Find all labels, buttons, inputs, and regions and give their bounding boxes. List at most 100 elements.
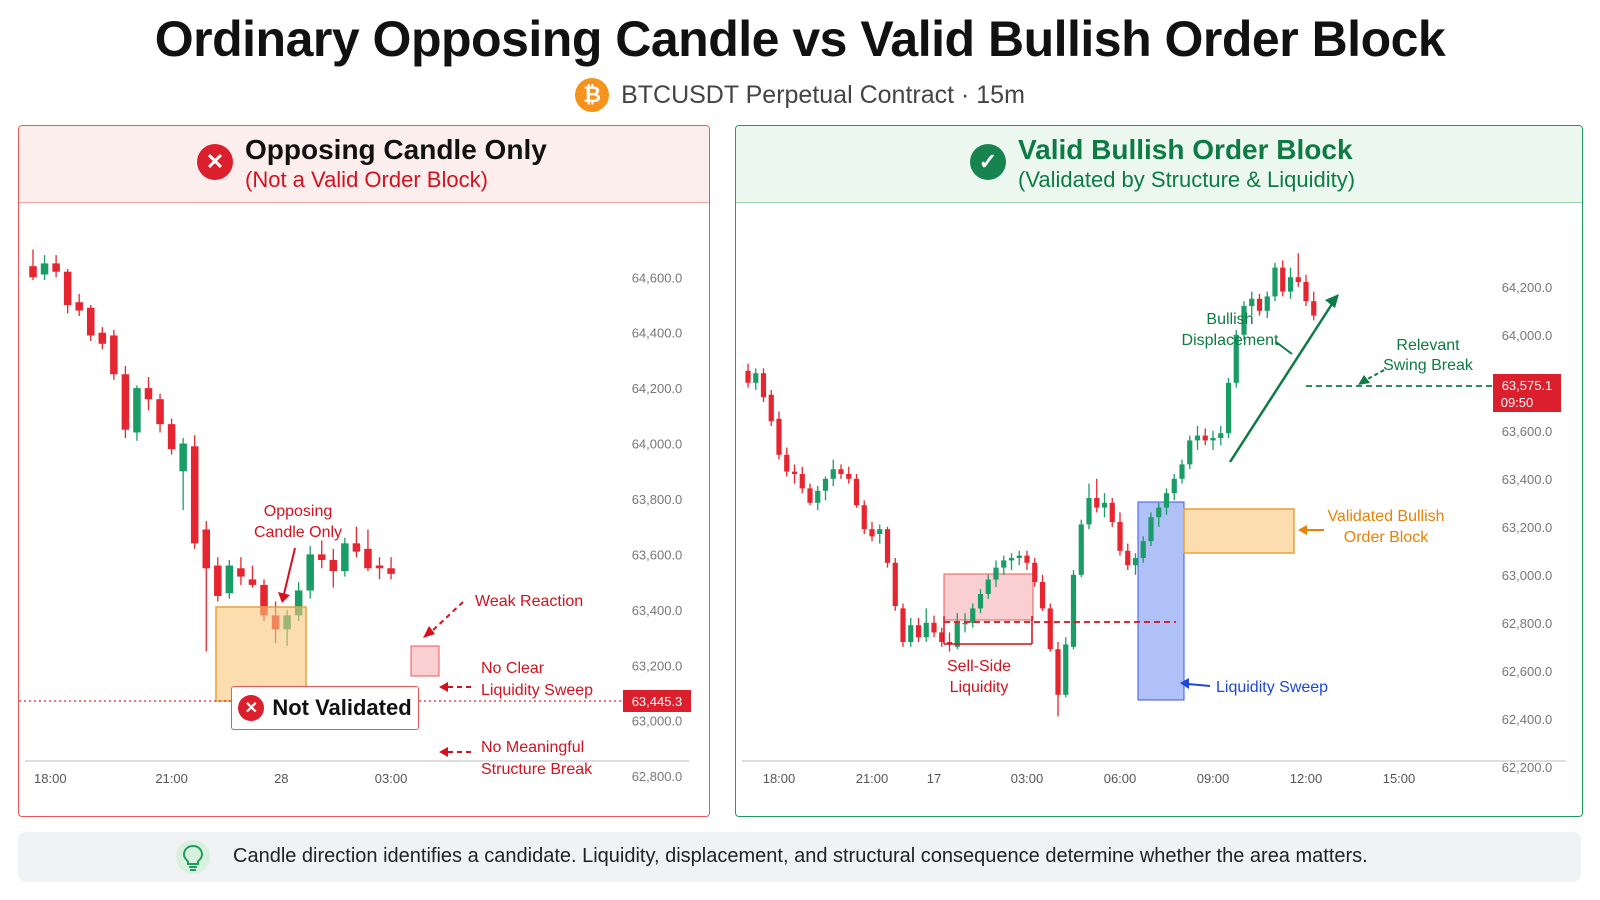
page-title: Ordinary Opposing Candle vs Valid Bullis… (154, 11, 1446, 67)
bearish-candle (260, 584, 268, 616)
bullish-candle (133, 388, 141, 433)
bearish-candle (1280, 267, 1286, 292)
ob-arrowhead (1298, 525, 1307, 535)
bullish-candle (1063, 644, 1069, 695)
weak-arrowhead (423, 626, 435, 638)
bearish-candle (167, 424, 176, 450)
annotation-no-break-2: Structure Break (481, 761, 593, 778)
bullish-candle (1225, 382, 1232, 434)
bullish-candle (40, 263, 49, 275)
bullish-candle (1187, 440, 1193, 465)
bullish-candle (1001, 560, 1007, 568)
x-tick-label: 21:00 (856, 771, 889, 786)
footer-note: Candle direction identifies a candidate.… (18, 832, 1581, 882)
y-tick-label: 63,400.0 (1502, 472, 1553, 487)
annotation-swing-1: Relevant (1396, 337, 1460, 354)
bearish-candle (1039, 582, 1046, 609)
bearish-candle (1055, 649, 1061, 695)
x-tick-label: 17 (927, 771, 941, 786)
bearish-candle (237, 568, 245, 577)
bearish-candle (931, 622, 937, 633)
bullish-candle (1140, 541, 1146, 558)
liquidity-sweep-zone (1137, 501, 1185, 701)
y-tick-label: 64,600.0 (632, 270, 683, 285)
y-tick-label: 63,600.0 (1502, 424, 1553, 439)
page-subtitle: ₿ BTCUSDT Perpetual Contract · 15m (0, 78, 1600, 112)
y-tick-label: 63,600.0 (632, 547, 683, 562)
bearish-candle (760, 373, 767, 398)
sweep-arrow (1187, 683, 1211, 687)
bearish-candle (946, 642, 953, 645)
y-tick-label: 63,200.0 (632, 658, 683, 673)
bullish-candle (179, 443, 187, 472)
x-tick-label: 12:00 (1290, 771, 1323, 786)
no-sweep-arrowhead (439, 682, 448, 692)
bearish-candle (1202, 435, 1208, 441)
bearish-candle (248, 579, 257, 585)
bearish-candle (892, 562, 898, 606)
bullish-candle (294, 590, 303, 616)
annotation-no-sweep-1: No Clear (481, 660, 545, 677)
y-tick-label: 64,200.0 (632, 381, 683, 396)
bullish-candle (306, 554, 314, 591)
annotation-opposing-2: Candle Only (254, 524, 342, 541)
y-tick-label: 62,200.0 (1502, 760, 1553, 775)
x-circle-icon: ✕ (238, 695, 265, 721)
annotation-displacement-2: Displacement (1182, 332, 1279, 349)
bullish-candle (1148, 517, 1154, 542)
x-tick-label: 28 (274, 771, 288, 786)
y-tick-label: 62,800.0 (1502, 616, 1553, 631)
bearish-candle (1311, 301, 1317, 316)
check-circle-icon: ✓ (970, 144, 1006, 180)
bullish-candle (1078, 524, 1084, 575)
footer-text: Candle direction identifies a candidate.… (233, 845, 1368, 867)
bullish-candle (954, 622, 960, 647)
bearish-candle (87, 307, 95, 336)
opposing-candle-box (215, 606, 307, 702)
left-candlestick-chart[interactable]: 64,600.0 64,400.0 64,200.0 64,000.0 63,800.0… (19, 204, 709, 814)
panel-title-valid: Valid Bullish Order Block (1018, 134, 1353, 165)
displacement-arrow (1228, 303, 1334, 463)
bearish-candle (1295, 277, 1301, 282)
bearish-candle (98, 332, 107, 344)
bullish-candle (1218, 433, 1224, 438)
panel-subtitle-invalid: (Not a Valid Order Block) (245, 167, 488, 192)
annotation-weak-reaction: Weak Reaction (475, 593, 583, 610)
right-candlestick-chart[interactable]: 64,200.064,000.063,800.063,600.063,400.0… (736, 204, 1582, 814)
bearish-candle (799, 474, 805, 489)
bullish-candle (877, 529, 883, 534)
bearish-candle (900, 608, 906, 642)
bullish-candle (962, 622, 968, 625)
bullish-candle (985, 579, 991, 594)
x-tick-label: 18:00 (34, 771, 67, 786)
bitcoin-icon: ₿ (575, 78, 610, 112)
bearish-candle (156, 399, 164, 425)
bearish-candle (375, 565, 384, 569)
bullish-candle (1086, 498, 1092, 525)
bearish-candle (1256, 298, 1263, 311)
bullish-candle (1171, 478, 1177, 494)
y-tick-label: 62,400.0 (1502, 712, 1553, 727)
bearish-candle (807, 488, 813, 503)
bearish-candle (784, 454, 790, 472)
bullish-candle (1287, 277, 1294, 292)
annotation-ob-2: Order Block (1344, 529, 1429, 546)
y-tick-label: 64,400.0 (632, 326, 683, 341)
panel-header-invalid: ✕ Opposing Candle Only (Not a Valid Orde… (19, 126, 709, 203)
annotation-ssl-2: Liquidity (950, 679, 1009, 696)
bearish-candle (1125, 550, 1131, 566)
not-validated-badge: ✕ Not Validated (231, 686, 419, 730)
x-tick-label: 03:00 (375, 771, 408, 786)
bearish-candle (202, 529, 210, 569)
weak-reaction-box (410, 645, 440, 677)
bullish-candle (1156, 507, 1162, 518)
bearish-candle (1303, 282, 1309, 302)
annotation-ssl-1: Sell-Side (947, 658, 1011, 675)
bullish-candle (977, 594, 984, 609)
panel-title-invalid: Opposing Candle Only (245, 134, 547, 165)
bearish-candle (861, 505, 867, 530)
y-tick-label: 63,200.0 (1502, 520, 1553, 535)
bearish-candle (318, 554, 326, 560)
bearish-candle (29, 266, 37, 278)
not-validated-label: Not Validated (272, 695, 412, 720)
